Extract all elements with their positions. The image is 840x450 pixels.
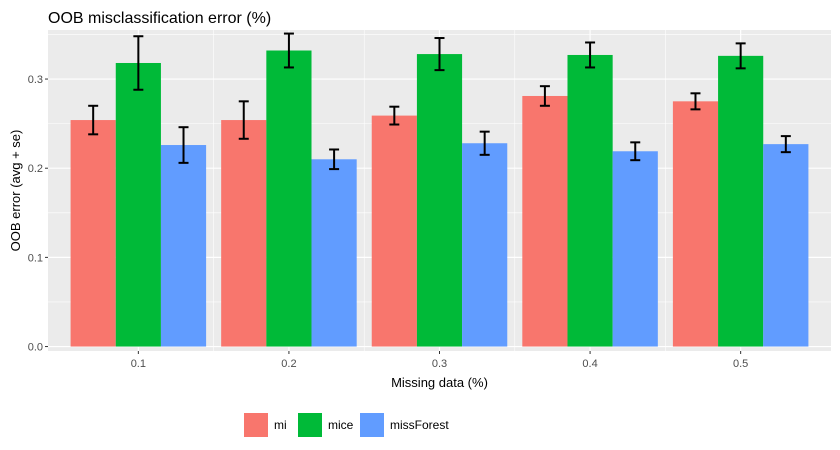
y-tick-label: 0.3 <box>28 74 43 86</box>
y-tick-label: 0.1 <box>28 252 43 264</box>
bar-missForest-0.4 <box>612 151 658 347</box>
error-bar-mi-0.3 <box>389 105 400 126</box>
x-axis: 0.1 0.2 0.3 0.4 0.5 <box>131 351 748 370</box>
error-bar-mice-0.3 <box>434 37 445 72</box>
x-axis-title: Missing data (%) <box>391 375 488 390</box>
bar-mi-0.5 <box>672 101 719 347</box>
bar-mi-0.1 <box>70 120 116 347</box>
bar-mice-0.5 <box>718 55 764 347</box>
legend-label: mice <box>328 418 354 432</box>
error-bar-mi-0.4 <box>539 85 550 107</box>
legend-key <box>298 413 322 437</box>
error-bar-mice-0.5 <box>735 42 746 70</box>
error-bar-missForest-0.3 <box>479 130 490 156</box>
bar-missForest-0.3 <box>462 143 508 347</box>
error-bars <box>88 32 791 171</box>
legend-key <box>244 413 268 437</box>
error-bar-missForest-0.2 <box>329 148 340 171</box>
error-bar-missForest-0.4 <box>630 141 641 162</box>
bar-mice-0.2 <box>266 50 312 347</box>
legend-label: missForest <box>390 418 449 432</box>
error-bar-mice-0.4 <box>585 41 596 69</box>
bar-missForest-0.2 <box>311 159 357 347</box>
legend-label: mi <box>274 418 287 432</box>
legend-item-mice: mice <box>298 413 354 437</box>
x-tick-label: 0.3 <box>432 358 447 370</box>
y-axis: 0.0 0.1 0.2 0.3 <box>28 74 48 354</box>
error-bar-mice-0.2 <box>283 32 294 69</box>
bar-mice-0.3 <box>416 54 463 347</box>
y-tick-label: 0.2 <box>28 163 43 175</box>
legend-item-missForest: missForest <box>360 413 449 437</box>
error-bar-missForest-0.5 <box>780 135 791 154</box>
error-bar-mi-0.5 <box>690 92 701 111</box>
x-tick-label: 0.4 <box>582 358 597 370</box>
bar-missForest-0.1 <box>160 145 207 347</box>
error-bar-mi-0.1 <box>88 104 99 136</box>
bar-mi-0.4 <box>522 95 568 347</box>
bar-mi-0.2 <box>221 120 267 347</box>
legend-item-mi: mi <box>244 413 287 437</box>
x-tick-label: 0.1 <box>131 358 146 370</box>
legend: mi mice missForest <box>244 413 449 437</box>
bar-mice-0.1 <box>115 62 161 347</box>
bar-missForest-0.5 <box>763 144 809 347</box>
bar-mi-0.3 <box>371 115 417 347</box>
y-axis-title: OOB error (avg + se) <box>8 130 23 252</box>
error-bar-missForest-0.1 <box>178 126 189 164</box>
error-bar-mice-0.1 <box>133 35 144 91</box>
bars <box>70 50 809 347</box>
legend-key <box>360 413 384 437</box>
error-bar-mi-0.2 <box>238 100 249 140</box>
x-tick-label: 0.5 <box>733 358 748 370</box>
y-tick-label: 0.0 <box>28 342 43 354</box>
chart-title: OOB misclassification error (%) <box>48 10 271 27</box>
bar-mice-0.4 <box>567 54 613 347</box>
x-tick-label: 0.2 <box>281 358 296 370</box>
